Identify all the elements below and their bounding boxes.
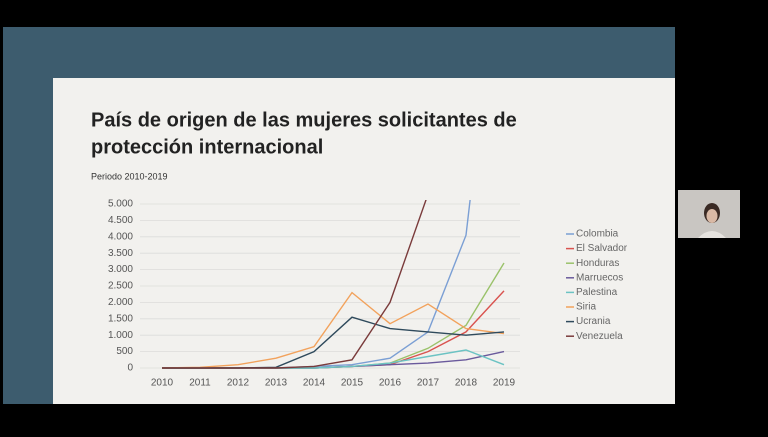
x-tick-label: 2011 xyxy=(189,378,211,389)
x-tick-label: 2014 xyxy=(303,378,326,389)
y-tick-label: 5.000 xyxy=(108,199,133,210)
y-tick-label: 0 xyxy=(127,363,133,374)
legend-label: Honduras xyxy=(576,258,619,269)
y-tick-label: 3.500 xyxy=(108,248,133,259)
y-tick-label: 1.000 xyxy=(108,330,133,341)
series-line xyxy=(161,291,505,369)
legend-label: Colombia xyxy=(576,229,619,240)
chart-subtitle: Periodo 2010-2019 xyxy=(91,171,168,181)
legend-label: Ucrania xyxy=(576,316,611,327)
series-line xyxy=(162,200,427,369)
legend-label: El Salvador xyxy=(576,243,628,254)
x-tick-label: 2017 xyxy=(417,378,440,389)
y-tick-label: 2.000 xyxy=(108,297,133,308)
plot: 0 500 1.000 1.500 2.000 2.500 3.000 3.500 4.000 4… xyxy=(108,199,628,389)
slide xyxy=(53,78,675,404)
chart-title: País de origen de las mujeres solicitant… xyxy=(91,109,517,131)
x-tick-label: 2018 xyxy=(455,378,478,389)
webcam-thumbnail xyxy=(678,190,740,238)
chart-title: protección internacional xyxy=(91,136,323,158)
x-tick-label: 2013 xyxy=(265,378,288,389)
y-tick-label: 2.500 xyxy=(108,281,133,292)
y-tick-label: 4.500 xyxy=(108,215,133,226)
legend-label: Venezuela xyxy=(576,331,623,342)
x-tick-label: 2010 xyxy=(151,378,174,389)
legend-label: Marruecos xyxy=(576,272,623,283)
x-tick-label: 2019 xyxy=(493,378,516,389)
x-tick-label: 2016 xyxy=(379,378,402,389)
x-tick-label: 2015 xyxy=(341,378,364,389)
x-tick-label: 2012 xyxy=(227,378,250,389)
legend-label: Siria xyxy=(576,302,596,313)
y-tick-label: 1.500 xyxy=(108,313,133,324)
y-tick-label: 500 xyxy=(116,346,133,357)
y-tick-label: 4.000 xyxy=(108,231,133,242)
y-tick-label: 3.000 xyxy=(108,264,133,275)
lines xyxy=(161,200,505,369)
legend-label: Palestina xyxy=(576,287,618,298)
